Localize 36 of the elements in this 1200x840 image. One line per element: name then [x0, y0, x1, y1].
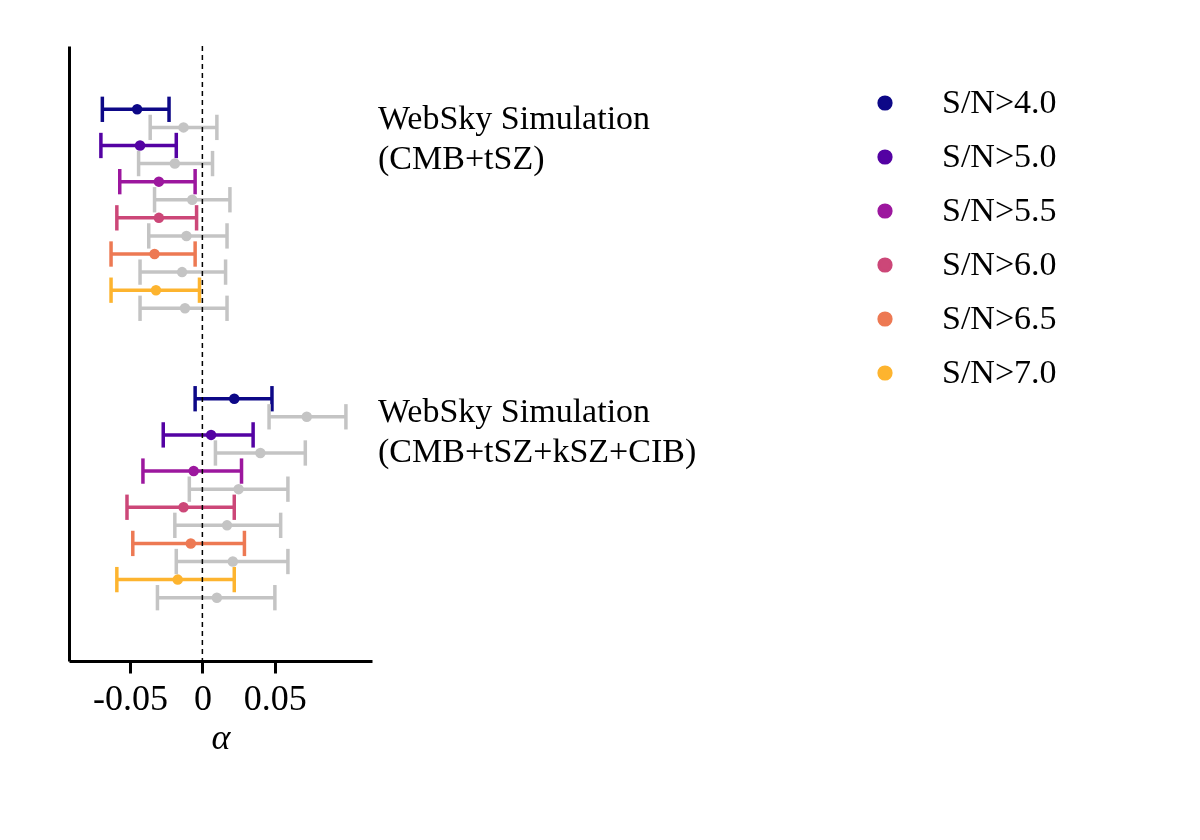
text: WebSky Simulation (CMB+tSZ) [378, 99, 651, 177]
point [176, 266, 188, 278]
legend-label: S/N>4.0 [942, 83, 1057, 120]
point [172, 574, 183, 585]
point [205, 429, 217, 441]
point [185, 538, 197, 549]
legend-label: S/N>5.5 [942, 191, 1057, 228]
point [233, 483, 244, 495]
x-tick-label: 0.05 [243, 677, 307, 718]
point [169, 158, 181, 169]
point [227, 556, 239, 567]
point [178, 502, 189, 513]
x-axis-title: α [211, 716, 232, 757]
point [255, 447, 266, 459]
point [150, 284, 162, 296]
text: WebSky Simulation (CMB+tSZ+kSZ+CIB) [378, 392, 697, 470]
point [178, 122, 189, 133]
point [186, 194, 198, 205]
point [188, 465, 199, 477]
point [229, 393, 240, 404]
x-tick-label: 0 [193, 677, 212, 718]
point [153, 176, 165, 187]
point [181, 230, 192, 242]
point [149, 248, 160, 260]
point [221, 520, 233, 531]
legend-label: S/N>5.0 [942, 137, 1057, 174]
point [179, 303, 191, 314]
point [301, 411, 312, 423]
x-tick-label: -0.05 [92, 677, 168, 718]
point [153, 212, 165, 224]
legend-label: S/N>6.0 [942, 245, 1057, 282]
legend-label: S/N>6.5 [942, 299, 1057, 336]
legend-label: S/N>7.0 [942, 353, 1057, 390]
point [211, 592, 223, 603]
point [131, 104, 143, 115]
point [134, 140, 146, 151]
